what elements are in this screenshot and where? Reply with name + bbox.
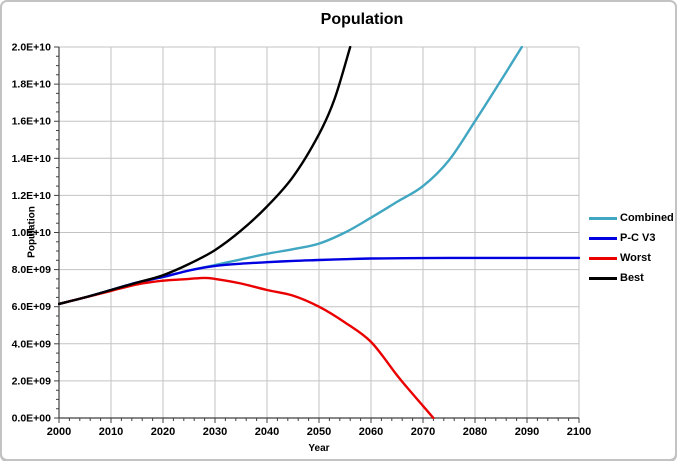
y-tick-label: 4.0E+09 — [12, 338, 52, 350]
x-tick-label: 2000 — [47, 426, 71, 438]
x-tick-label: 2060 — [359, 426, 383, 438]
x-tick-label: 2090 — [515, 426, 539, 438]
legend-label: P-C V3 — [620, 232, 656, 244]
legend-line-swatch — [589, 216, 617, 220]
y-tick-label: 2.0E+10 — [12, 42, 52, 54]
series-group — [58, 46, 580, 419]
series-line-combined — [58, 46, 523, 306]
y-tick-label: 6.0E+09 — [12, 301, 52, 313]
x-tick-label: 2030 — [203, 426, 227, 438]
y-tick-label: 1.4E+10 — [12, 153, 52, 165]
legend-label: Worst — [620, 252, 651, 264]
legend-label: Combined — [620, 212, 674, 224]
x-tick-label: 2070 — [411, 426, 435, 438]
legend-line-swatch — [589, 276, 617, 280]
x-tick-label: 2020 — [151, 426, 175, 438]
x-tick-label: 2040 — [255, 426, 279, 438]
x-tick-label: 2080 — [463, 426, 487, 438]
y-tick-label: 2.0E+09 — [12, 375, 52, 387]
legend-label: Best — [620, 272, 644, 284]
x-tick-label: 2050 — [307, 426, 331, 438]
chart-title: Population — [320, 11, 404, 28]
legend-item-best: Best — [589, 268, 674, 288]
legend-item-combined: Combined — [589, 208, 674, 228]
x-tick-label: 2010 — [99, 426, 123, 438]
y-tick-label: 1.6E+10 — [12, 116, 52, 128]
y-tick-label: 0.0E+00 — [12, 413, 52, 425]
legend-line-swatch — [589, 256, 617, 260]
legend-item-worst: Worst — [589, 248, 674, 268]
legend-line-swatch — [589, 236, 617, 240]
y-tick-label: 1.0E+10 — [12, 227, 52, 239]
y-tick-label: 1.8E+10 — [12, 79, 52, 91]
legend: Combined P-C V3 Worst Best — [589, 208, 674, 288]
series-line-worst — [58, 276, 435, 419]
y-tick-label: 1.2E+10 — [12, 190, 52, 202]
legend-item-p-c-v3: P-C V3 — [589, 228, 674, 248]
y-tick-label: 8.0E+09 — [12, 264, 52, 276]
series-line-best — [58, 46, 352, 306]
x-axis-title: Year — [308, 443, 330, 454]
x-tick-label: 2100 — [567, 426, 591, 438]
